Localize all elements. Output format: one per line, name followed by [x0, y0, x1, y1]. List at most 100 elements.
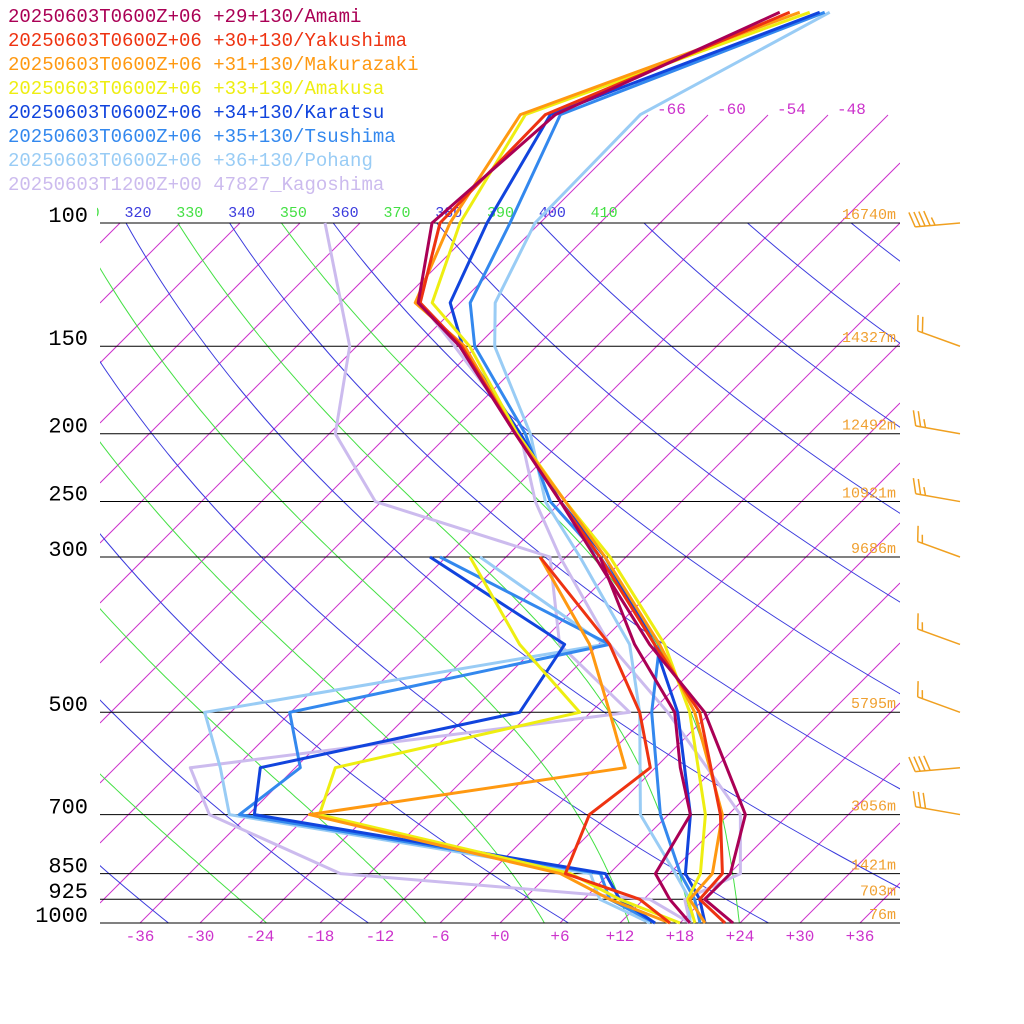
sounding-line: [203, 555, 651, 925]
x-tick-label: -24: [246, 928, 275, 946]
height-label: 703m: [860, 883, 896, 900]
dry-adiabat: [229, 223, 900, 790]
x-tick-label: +30: [786, 928, 815, 946]
adiabats: [100, 223, 1024, 923]
y-tick-label: 200: [48, 415, 88, 440]
sounding-line: [317, 556, 681, 925]
dry-adiabat-label: 340: [228, 205, 255, 222]
legend-entry: 20250603T0600Z+06 +35+130/Tsushima: [8, 126, 396, 148]
isotherm: [100, 114, 829, 844]
isotherm: [100, 222, 241, 364]
sounding-line: [188, 222, 691, 925]
dry-adiabat: [643, 223, 900, 428]
soundings: [188, 10, 831, 925]
x-tick-label: +24: [726, 928, 755, 946]
legend-entry: 20250603T0600Z+06 +36+130/Pohang: [8, 150, 373, 172]
sounding-line: [418, 222, 742, 924]
axes: -66 -60 -54 -48 100 16740m 150 14327m 200 12492m 2…: [35, 101, 900, 946]
isotherm: [859, 882, 900, 923]
x-tick-label: +12: [606, 928, 635, 946]
isotherm: [100, 114, 649, 664]
height-label: 12492m: [842, 418, 896, 435]
wind-barb: [912, 477, 961, 503]
height-label: 76m: [869, 907, 896, 924]
moist-adiabat: [100, 267, 630, 923]
sounding-line: [307, 556, 671, 925]
isotherm: [100, 114, 769, 784]
legend-entry: 20250603T0600Z+06 +33+130/Amakusa: [8, 78, 384, 100]
wind-barbs: [908, 210, 961, 816]
sounding-line: [448, 10, 821, 924]
wind-barb: [912, 791, 961, 816]
height-label: 5795m: [851, 696, 896, 713]
x-tick-label: -30: [186, 928, 215, 946]
dry-adiabat-label: 320: [124, 205, 151, 222]
x-tick-label: -6: [430, 928, 449, 946]
wind-barb: [908, 210, 961, 228]
moist-adiabat-label: 410: [591, 205, 618, 222]
y-tick-label: 700: [48, 795, 88, 820]
dry-adiabat: [100, 360, 769, 923]
isotherm: [100, 222, 361, 484]
isotherm: [100, 114, 709, 724]
x-tick-label: -36: [126, 928, 155, 946]
dry-adiabat: [850, 223, 900, 262]
dry-adiabat-label: 400: [539, 205, 566, 222]
x-tick-label: -18: [306, 928, 335, 946]
y-tick-label: 1000: [35, 904, 88, 929]
wind-barb: [916, 315, 961, 347]
dry-adiabat-label: 360: [332, 205, 359, 222]
dry-adiabat: [100, 533, 569, 923]
isotherm: [100, 114, 889, 904]
legend-entry: 20250603T0600Z+06 +30+130/Yakushima: [8, 30, 407, 52]
x-tick-label: -12: [366, 928, 395, 946]
sounding-line: [418, 10, 791, 925]
dry-adiabat: [540, 223, 900, 514]
isotherm: [379, 402, 900, 923]
height-label: 9686m: [851, 541, 896, 558]
dry-adiabat: [125, 223, 900, 889]
isotherm: [100, 222, 421, 544]
isotherm: [100, 222, 301, 424]
isotherm: [100, 222, 181, 304]
sounding-line: [538, 556, 671, 925]
x-tick-label: +18: [666, 928, 695, 946]
y-tick-label: 925: [48, 880, 88, 905]
x-tick-label: +36: [846, 928, 875, 946]
isotherm: [319, 342, 900, 923]
sounding-line: [416, 10, 781, 925]
y-tick-label: 850: [48, 854, 88, 879]
dry-adiabat: [747, 223, 900, 344]
y-tick-label: 250: [48, 482, 88, 507]
sounding-line: [252, 555, 656, 925]
moist-adiabat-label: 370: [383, 205, 410, 222]
isotherm: [100, 222, 481, 604]
isotherm-label: -54: [777, 101, 806, 119]
wind-barb: [916, 525, 961, 558]
y-tick-label: 300: [48, 538, 88, 563]
isotherm-label: -60: [717, 101, 746, 119]
sounding-line: [430, 10, 811, 924]
dry-adiabat: [955, 223, 1024, 923]
legend: 20250603T0600Z+06 +29+130/Amami20250603T…: [8, 6, 418, 196]
height-label: 1421m: [851, 858, 896, 875]
dry-adiabat: [436, 223, 900, 603]
isotherm: [739, 762, 900, 923]
wind-barb: [912, 410, 961, 435]
moist-adiabat-label: 330: [176, 205, 203, 222]
wind-barb: [916, 613, 961, 646]
sounding-line: [468, 10, 826, 924]
height-label: 14327m: [842, 330, 896, 347]
y-tick-label: 100: [48, 204, 88, 229]
moist-adiabat-label: 310: [73, 205, 100, 222]
dry-adiabat: [100, 699, 369, 923]
x-tick-label: +6: [550, 928, 569, 946]
legend-entry: 20250603T0600Z+06 +31+130/Makurazaki: [8, 54, 418, 76]
isotherms: [100, 114, 900, 923]
isotherm: [100, 222, 121, 244]
isotherm: [139, 162, 900, 923]
wind-barb: [908, 755, 961, 773]
isotherm-label: -48: [837, 101, 866, 119]
